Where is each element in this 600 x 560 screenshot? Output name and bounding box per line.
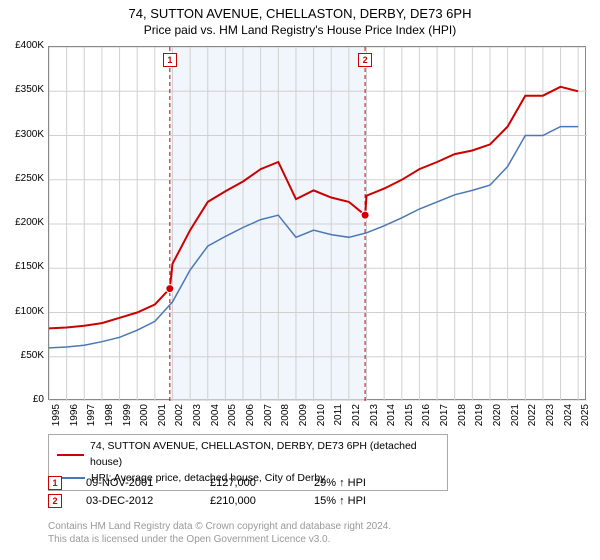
event-marker-icon: 2 <box>48 494 62 508</box>
y-tick-label: £100K <box>2 306 44 317</box>
title-block: 74, SUTTON AVENUE, CHELLASTON, DERBY, DE… <box>0 0 600 39</box>
x-tick-label: 2018 <box>457 404 468 434</box>
x-tick-label: 2011 <box>333 404 344 434</box>
x-tick-label: 1999 <box>122 404 133 434</box>
y-tick-label: £350K <box>2 84 44 95</box>
legend-item: 74, SUTTON AVENUE, CHELLASTON, DERBY, DE… <box>57 439 439 471</box>
y-tick-label: £150K <box>2 261 44 272</box>
chart-title: 74, SUTTON AVENUE, CHELLASTON, DERBY, DE… <box>0 6 600 21</box>
x-tick-label: 1995 <box>51 404 62 434</box>
y-tick-label: £0 <box>2 394 44 405</box>
x-tick-label: 2023 <box>545 404 556 434</box>
legend-swatch <box>57 454 84 456</box>
event-hpi: 29% ↑ HPI <box>314 477 404 489</box>
event-price: £210,000 <box>210 495 290 507</box>
x-tick-label: 2021 <box>510 404 521 434</box>
x-tick-label: 1996 <box>69 404 80 434</box>
x-tick-label: 2024 <box>563 404 574 434</box>
x-tick-label: 2000 <box>139 404 150 434</box>
attribution-line: This data is licensed under the Open Gov… <box>48 533 391 546</box>
y-tick-label: £50K <box>2 350 44 361</box>
chart-subtitle: Price paid vs. HM Land Registry's House … <box>0 23 600 37</box>
attribution-line: Contains HM Land Registry data © Crown c… <box>48 520 391 533</box>
x-tick-label: 2005 <box>227 404 238 434</box>
chart-event-marker: 1 <box>163 53 177 67</box>
y-tick-label: £200K <box>2 217 44 228</box>
x-tick-label: 1998 <box>104 404 115 434</box>
legend-label: 74, SUTTON AVENUE, CHELLASTON, DERBY, DE… <box>90 439 439 471</box>
x-tick-label: 2003 <box>192 404 203 434</box>
x-tick-label: 2014 <box>386 404 397 434</box>
chart-svg <box>49 47 587 401</box>
y-tick-label: £250K <box>2 173 44 184</box>
x-tick-label: 2009 <box>298 404 309 434</box>
event-date: 09-NOV-2001 <box>86 477 186 489</box>
x-tick-label: 2001 <box>157 404 168 434</box>
x-tick-label: 2019 <box>474 404 485 434</box>
y-tick-label: £300K <box>2 129 44 140</box>
x-tick-label: 2022 <box>527 404 538 434</box>
x-tick-label: 2010 <box>316 404 327 434</box>
x-tick-label: 2008 <box>280 404 291 434</box>
x-tick-label: 2006 <box>245 404 256 434</box>
x-tick-label: 2004 <box>210 404 221 434</box>
x-tick-label: 2025 <box>580 404 591 434</box>
chart-plot-area: 12 <box>48 46 586 400</box>
event-marker-icon: 1 <box>48 476 62 490</box>
event-row: 2 03-DEC-2012 £210,000 15% ↑ HPI <box>48 494 404 508</box>
x-tick-label: 2007 <box>263 404 274 434</box>
chart-event-marker: 2 <box>358 53 372 67</box>
x-tick-label: 2015 <box>404 404 415 434</box>
x-tick-label: 1997 <box>86 404 97 434</box>
chart-container: 74, SUTTON AVENUE, CHELLASTON, DERBY, DE… <box>0 0 600 560</box>
attribution: Contains HM Land Registry data © Crown c… <box>48 520 391 546</box>
event-table: 1 09-NOV-2001 £127,000 29% ↑ HPI 2 03-DE… <box>48 476 404 512</box>
event-hpi: 15% ↑ HPI <box>314 495 404 507</box>
event-price: £127,000 <box>210 477 290 489</box>
x-tick-label: 2020 <box>492 404 503 434</box>
x-tick-label: 2016 <box>421 404 432 434</box>
x-tick-label: 2012 <box>351 404 362 434</box>
y-tick-label: £400K <box>2 40 44 51</box>
x-tick-label: 2002 <box>174 404 185 434</box>
x-tick-label: 2017 <box>439 404 450 434</box>
x-tick-label: 2013 <box>369 404 380 434</box>
event-date: 03-DEC-2012 <box>86 495 186 507</box>
event-row: 1 09-NOV-2001 £127,000 29% ↑ HPI <box>48 476 404 490</box>
